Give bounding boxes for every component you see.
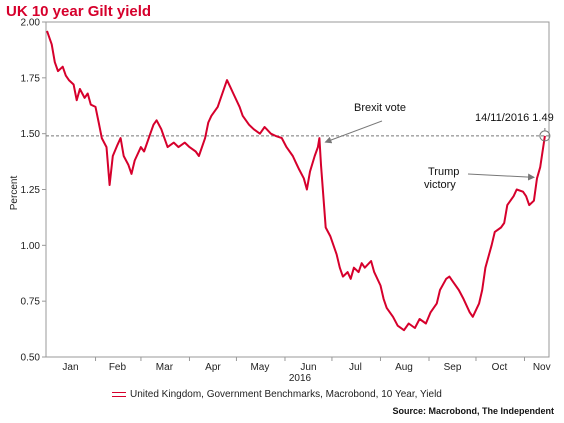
- x-axis-year-label: 2016: [289, 373, 312, 384]
- x-tick-label: Jan: [62, 362, 78, 373]
- y-tick-label: 0.75: [21, 297, 41, 308]
- annotation-trump-label: Trump victory: [424, 166, 459, 191]
- y-tick-label: 0.50: [21, 353, 41, 364]
- x-tick-label: Feb: [109, 362, 127, 373]
- y-tick-label: 1.00: [21, 241, 41, 252]
- annotation-trump-arrow: [467, 173, 536, 181]
- chart-title: UK 10 year Gilt yield: [6, 3, 152, 20]
- annotation-endpoint-label: 14/11/2016 1.49: [475, 112, 554, 124]
- x-tick-label: Sep: [444, 362, 462, 373]
- series-group: [46, 30, 546, 332]
- y-tick-label: 1.25: [21, 185, 41, 196]
- source-note: Source: Macrobond, The Independent: [392, 406, 554, 416]
- legend-swatch: [112, 392, 126, 397]
- annotation-brexit-label: Brexit vote: [354, 102, 406, 114]
- y-axis-label: Percent: [9, 176, 20, 211]
- y-axis: 0.50 0.75 1.00 1.25 1.50 1.75 2.00: [21, 18, 46, 364]
- x-tick-label: Mar: [156, 362, 174, 373]
- x-tick-label: Oct: [492, 362, 508, 373]
- x-tick-label: Jul: [349, 362, 362, 373]
- annotations: Brexit vote Trump victory 14/11/2016 1.49: [324, 102, 554, 191]
- legend: United Kingdom, Government Benchmarks, M…: [112, 389, 442, 400]
- y-tick-label: 1.50: [21, 129, 41, 140]
- legend-label: United Kingdom, Government Benchmarks, M…: [130, 389, 442, 400]
- y-tick-label: 2.00: [21, 18, 41, 29]
- x-tick-label: Nov: [533, 362, 551, 373]
- series-line: [46, 30, 546, 332]
- plot-frame: [45, 21, 550, 358]
- x-tick-label: Jun: [300, 362, 316, 373]
- y-tick-label: 1.75: [21, 73, 41, 84]
- x-tick-label: Apr: [205, 362, 221, 373]
- x-tick-label: May: [250, 362, 269, 373]
- x-axis: Jan Feb Mar Apr May Jun Jul Aug Sep Oct Nov: [62, 357, 551, 373]
- annotation-brexit-arrow: [324, 120, 383, 144]
- x-tick-label: Aug: [395, 362, 413, 373]
